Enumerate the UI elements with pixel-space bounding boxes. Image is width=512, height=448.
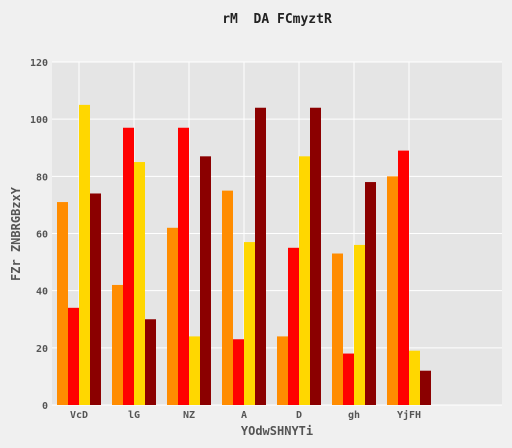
bar-D-series-2 <box>288 247 299 405</box>
x-tick-label: gh <box>348 410 360 421</box>
bar-A-series-4 <box>255 107 266 405</box>
bar-NZ-series-1 <box>167 227 178 405</box>
bar-lG-series-2 <box>123 127 134 405</box>
x-tick-label: NZ <box>183 410 195 421</box>
bar-NZ-series-2 <box>178 127 189 405</box>
bar-lG-series-4 <box>145 319 156 405</box>
bar-VcD-series-2 <box>68 307 79 405</box>
x-tick-label: VcD <box>70 410 88 421</box>
chart-title: rM DA FCmyztR <box>222 12 332 27</box>
y-tick-label: 100 <box>30 115 48 126</box>
bar-YjFH-series-2 <box>398 150 409 405</box>
bar-gh-series-2 <box>343 353 354 405</box>
y-tick-label: 60 <box>36 230 48 241</box>
x-tick-label: A <box>241 410 247 421</box>
bar-lG-series-1 <box>112 284 123 405</box>
bar-YjFH-series-4 <box>420 370 431 405</box>
y-tick-label: 120 <box>30 58 48 69</box>
bar-lG-series-3 <box>134 162 145 405</box>
bar-gh-series-1 <box>332 253 343 405</box>
x-tick-label: lG <box>128 410 140 421</box>
x-axis-label: YOdwSHNYTi <box>241 424 313 438</box>
bar-NZ-series-3 <box>189 336 200 405</box>
bar-VcD-series-3 <box>79 104 90 405</box>
bar-D-series-4 <box>310 107 321 405</box>
x-tick-label: YjFH <box>397 409 421 421</box>
bar-D-series-3 <box>299 156 310 405</box>
bar-A-series-1 <box>222 190 233 405</box>
bar-D-series-1 <box>277 336 288 405</box>
bar-YjFH-series-1 <box>387 176 398 405</box>
bars <box>57 104 431 405</box>
y-tick-label: 40 <box>36 287 48 298</box>
bar-YjFH-series-3 <box>409 350 420 405</box>
bar-A-series-2 <box>233 339 244 405</box>
y-tick-label: 80 <box>36 172 48 183</box>
x-tick-label: D <box>296 410 302 421</box>
bar-VcD-series-1 <box>57 202 68 405</box>
bar-VcD-series-4 <box>90 193 101 405</box>
bar-gh-series-3 <box>354 244 365 405</box>
y-tick-label: 20 <box>36 344 48 355</box>
bar-NZ-series-4 <box>200 156 211 405</box>
y-tick-label: 0 <box>42 401 48 412</box>
bar-gh-series-4 <box>365 182 376 405</box>
y-axis-ticks: 0 20 40 60 80 100 120 <box>30 58 48 412</box>
bar-A-series-3 <box>244 242 255 405</box>
y-axis-label: FZr ZNBRGBzxY <box>9 186 23 281</box>
